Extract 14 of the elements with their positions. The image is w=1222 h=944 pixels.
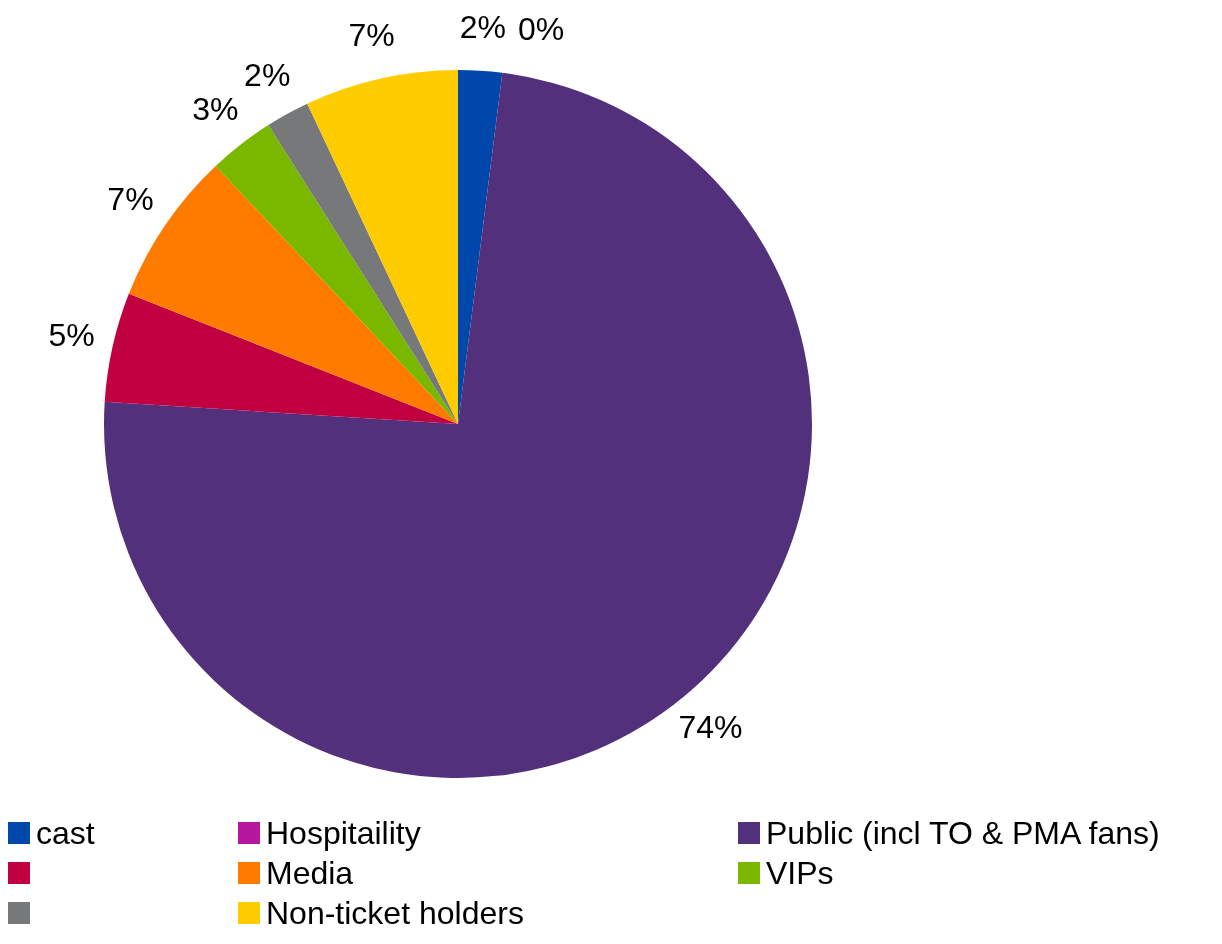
legend-label: Media: [266, 854, 354, 892]
data-label: 74%: [678, 708, 743, 745]
legend-label: Non-ticket holders: [266, 894, 524, 932]
legend-label: cast: [36, 814, 95, 852]
data-label: 5%: [48, 317, 95, 354]
data-label: 2%: [459, 8, 506, 45]
legend-label: Public (incl TO & PMA fans): [766, 814, 1160, 852]
data-label: 7%: [348, 17, 395, 54]
data-label: 3%: [192, 90, 239, 127]
data-label: 7%: [107, 181, 154, 218]
legend-label: Hospitaility: [266, 814, 421, 852]
data-label: 2%: [244, 56, 291, 93]
legend-label: VIPs: [766, 854, 834, 892]
text: 0%: [517, 10, 565, 47]
